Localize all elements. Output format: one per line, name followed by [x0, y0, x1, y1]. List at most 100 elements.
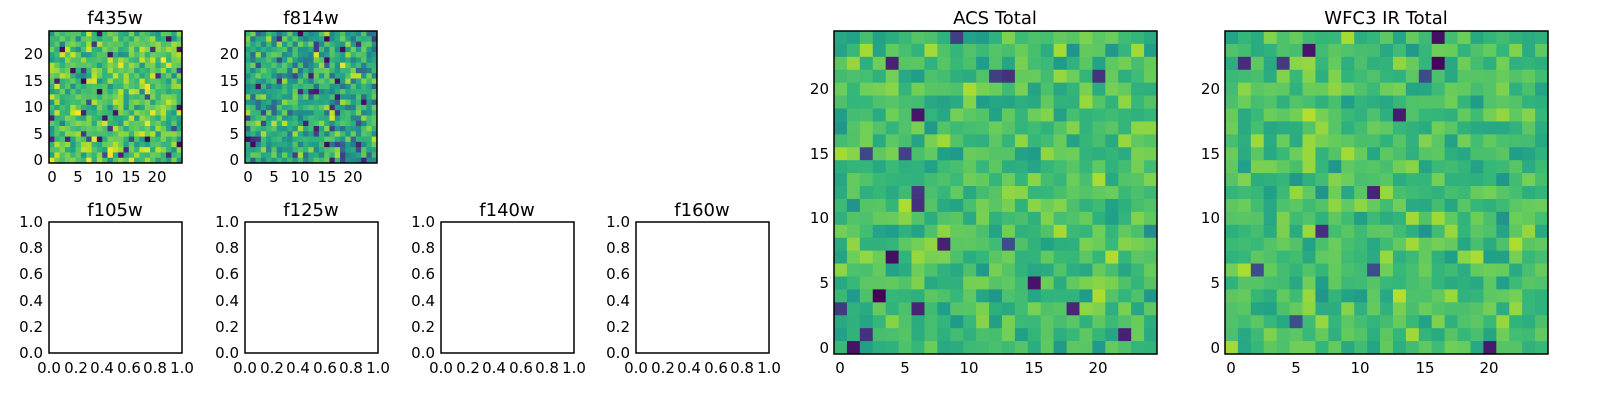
heatmap-cell	[1289, 173, 1303, 187]
heatmap-cell	[872, 328, 887, 342]
heatmap-cell	[911, 69, 925, 84]
heatmap-cell	[1263, 43, 1278, 58]
heatmap-cell	[1250, 186, 1265, 200]
heatmap-cell	[885, 147, 899, 161]
heatmap-cell	[303, 99, 309, 106]
heatmap-cell	[134, 62, 140, 69]
heatmap-cell	[313, 89, 320, 95]
heatmap-cell	[166, 99, 172, 106]
heatmap-cell	[266, 89, 272, 95]
heatmap-cell	[859, 328, 874, 342]
heatmap-cell	[1118, 147, 1132, 161]
heatmap-cell	[1483, 186, 1497, 200]
heatmap-cell	[324, 46, 330, 53]
heatmap-cell	[1263, 82, 1278, 96]
heatmap-cell	[989, 186, 1003, 200]
heatmap-cell	[1144, 121, 1158, 135]
heatmap-cell	[128, 94, 135, 101]
heatmap-cell	[171, 126, 178, 132]
heatmap-cell	[102, 131, 108, 137]
heatmap-cell	[1354, 160, 1368, 174]
heatmap-cell	[1276, 224, 1290, 239]
heatmap-cell	[1341, 108, 1355, 122]
heatmap-cell	[846, 31, 861, 45]
heatmap-cell	[340, 73, 346, 79]
x-tick-label: 0	[1226, 359, 1236, 377]
heatmap-cell	[989, 263, 1003, 277]
heatmap-cell	[361, 141, 367, 148]
heatmap-cell	[96, 62, 103, 69]
heatmap-cell	[1237, 108, 1252, 122]
heatmap-cell	[1237, 328, 1252, 342]
heatmap-cell	[166, 36, 172, 42]
heatmap-cell	[70, 67, 76, 74]
heatmap-cell	[1431, 121, 1446, 135]
heatmap-cell	[1509, 198, 1523, 213]
heatmap-cell	[1470, 289, 1484, 303]
heatmap-cell	[1328, 250, 1342, 264]
heatmap-cell	[1250, 276, 1265, 290]
heatmap-cell	[102, 36, 108, 42]
heatmap-cell	[255, 57, 262, 64]
heatmap-cell	[303, 73, 309, 79]
heatmap-cell	[313, 136, 320, 143]
heatmap-cell	[1250, 224, 1265, 239]
heatmap-cell	[160, 89, 167, 95]
heatmap-cell	[1431, 237, 1446, 252]
heatmap-cell	[59, 73, 66, 79]
heatmap-cell	[1405, 134, 1420, 148]
heatmap-cell	[118, 115, 124, 122]
heatmap-cell	[963, 82, 977, 96]
heatmap-cell	[260, 62, 267, 69]
heatmap-cell	[54, 157, 61, 164]
heatmap-cell	[1328, 289, 1342, 303]
heatmap-cell	[150, 136, 156, 143]
heatmap-cell	[86, 73, 92, 79]
heatmap-cell	[1289, 69, 1303, 84]
heatmap-cell	[1237, 173, 1252, 187]
heatmap-cell	[350, 131, 357, 137]
heatmap-cell	[1092, 56, 1106, 71]
heatmap-cell	[59, 115, 66, 122]
heatmap-cell	[128, 73, 135, 79]
heatmap-cell	[59, 131, 66, 137]
heatmap-cell	[950, 237, 964, 252]
heatmap-cell	[75, 115, 82, 122]
heatmap-cell	[937, 289, 951, 303]
heatmap-cell	[976, 31, 990, 45]
heatmap-cell	[989, 224, 1003, 239]
heatmap-cell	[950, 341, 964, 355]
heatmap-cell	[96, 41, 103, 48]
heatmap-cell	[91, 67, 98, 74]
heatmap-cell	[1263, 211, 1278, 226]
heatmap-cell	[911, 95, 925, 109]
heatmap-cell	[276, 31, 283, 37]
heatmap-cell	[64, 78, 71, 85]
heatmap-cell	[1079, 160, 1093, 174]
heatmap-cell	[281, 89, 288, 95]
heatmap-cell	[166, 57, 172, 64]
heatmap-cell	[911, 43, 925, 58]
heatmap-cell	[171, 52, 178, 58]
heatmap-cell	[1131, 147, 1145, 161]
heatmap-cell	[54, 46, 61, 53]
heatmap-cell	[271, 41, 278, 48]
heatmap-cell	[1328, 82, 1342, 96]
heatmap-cell	[171, 120, 178, 127]
heatmap-cell	[371, 99, 378, 106]
heatmap-cell	[70, 83, 76, 90]
heatmap-cell	[313, 131, 320, 137]
heatmap-cell	[846, 186, 861, 200]
heatmap-cell	[255, 62, 262, 69]
heatmap-cell	[160, 115, 167, 122]
heatmap-cell	[160, 46, 167, 53]
heatmap-cell	[1431, 173, 1446, 187]
heatmap-cell	[123, 94, 130, 101]
heatmap-cell	[976, 341, 990, 355]
heatmap-cell	[313, 78, 320, 85]
heatmap-cell	[1092, 95, 1106, 109]
heatmap-cell	[924, 211, 938, 226]
heatmap-cell	[1144, 328, 1158, 342]
heatmap-cell	[1001, 211, 1016, 226]
heatmap-cell	[1380, 108, 1394, 122]
